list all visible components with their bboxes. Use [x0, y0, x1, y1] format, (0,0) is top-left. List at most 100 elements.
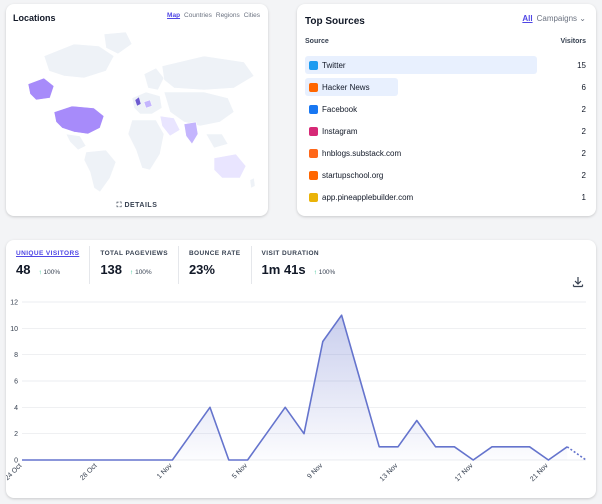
map-region-southeast-asia[interactable] — [205, 133, 229, 149]
stat-change: ↑ 100% — [130, 269, 152, 276]
y-tick-label: 0 — [14, 458, 18, 465]
pineapple-icon — [309, 192, 318, 202]
map-region-middle-east[interactable] — [159, 115, 181, 137]
series-line-incomplete — [566, 446, 587, 461]
locations-card: Locations Map Countries Regions Cities — [6, 4, 268, 216]
x-tick-label: 24 Oct — [6, 462, 23, 482]
map-region-asia[interactable] — [163, 91, 235, 127]
download-icon[interactable] — [572, 276, 584, 288]
arrow-up-icon: ↑ — [130, 269, 136, 276]
startupschool-icon — [309, 170, 318, 180]
map-region-mexico[interactable] — [65, 133, 87, 151]
map-region-new-zealand[interactable] — [249, 177, 256, 189]
chevron-down-icon: ⌄ — [579, 14, 586, 23]
source-visitors: 1 — [581, 192, 586, 202]
hacker-news-icon — [309, 82, 318, 92]
stat-value: 23% — [188, 262, 215, 277]
stat-total-pageviews[interactable]: TOTAL PAGEVIEWS 138 ↑ 100% — [90, 246, 179, 284]
map-region-germany[interactable] — [143, 99, 153, 109]
source-row[interactable]: Instagram 2 — [305, 120, 586, 142]
map-region-usa[interactable] — [53, 105, 105, 135]
tab-map[interactable]: Map — [167, 12, 181, 19]
locations-tabs: Map Countries Regions Cities — [167, 12, 260, 19]
y-tick-label: 12 — [10, 300, 18, 307]
details-button[interactable]: ⛶ DETAILS — [116, 202, 158, 209]
y-tick-label: 10 — [10, 326, 18, 333]
stat-label: UNIQUE VISITORS — [16, 250, 80, 257]
sources-filter: All Campaigns ⌄ — [522, 14, 586, 23]
stats-bar: UNIQUE VISITORS 48 ↑ 100% TOTAL PAGEVIEWS 13… — [6, 240, 345, 284]
arrow-up-icon: ↑ — [38, 269, 44, 276]
world-map[interactable] — [14, 26, 260, 196]
expand-icon: ⛶ — [116, 202, 125, 209]
map-region-greenland[interactable] — [103, 31, 133, 55]
source-row[interactable]: hnblogs.substack.com 2 — [305, 142, 586, 164]
source-row[interactable]: app.pineapplebuilder.com 1 — [305, 186, 586, 208]
source-name[interactable]: Hacker News — [322, 82, 370, 92]
x-tick-label: 28 Oct — [79, 462, 99, 482]
source-name[interactable]: app.pineapplebuilder.com — [322, 192, 414, 202]
source-name[interactable]: hnblogs.substack.com — [322, 148, 402, 158]
source-row[interactable]: Hacker News 6 — [305, 76, 586, 98]
series-line — [22, 314, 568, 461]
stat-label: VISIT DURATION — [261, 250, 320, 257]
source-label: hnblogs.substack.com — [305, 148, 402, 158]
map-region-africa[interactable] — [127, 119, 165, 171]
y-tick-label: 4 — [14, 405, 18, 412]
source-name[interactable]: Twitter — [322, 60, 346, 70]
y-tick-label: 2 — [14, 431, 18, 438]
stat-bounce-rate[interactable]: BOUNCE RATE 23% — [179, 246, 252, 284]
stat-unique-visitors[interactable]: UNIQUE VISITORS 48 ↑ 100% — [6, 246, 91, 284]
source-name[interactable]: Facebook — [322, 104, 358, 114]
source-row[interactable]: Facebook 2 — [305, 98, 586, 120]
source-row[interactable]: startupschool.org 2 — [305, 164, 586, 186]
map-region-russia[interactable] — [161, 55, 255, 91]
source-visitors: 2 — [581, 126, 586, 136]
source-name[interactable]: startupschool.org — [322, 170, 384, 180]
map-region-uk[interactable] — [134, 96, 142, 107]
source-label: Facebook — [305, 104, 358, 114]
instagram-icon — [309, 126, 318, 136]
filter-campaigns[interactable]: Campaigns ⌄ — [536, 14, 586, 23]
y-tick-label: 6 — [14, 379, 18, 386]
source-name[interactable]: Instagram — [322, 126, 358, 136]
facebook-icon — [309, 104, 318, 114]
source-row[interactable]: Twitter 15 — [305, 54, 586, 76]
tab-regions[interactable]: Regions — [215, 12, 240, 19]
tab-cities[interactable]: Cities — [243, 12, 260, 19]
source-label: app.pineapplebuilder.com — [305, 192, 414, 202]
source-visitors: 15 — [577, 60, 586, 70]
x-tick-label: 5 Nov — [231, 462, 249, 480]
filter-all[interactable]: All — [522, 14, 533, 23]
map-region-scandinavia[interactable] — [143, 67, 165, 91]
source-label: Instagram — [305, 126, 358, 136]
stat-change: ↑ 100% — [38, 269, 61, 276]
stat-value: 138 — [100, 262, 123, 277]
visitors-chart-card: UNIQUE VISITORS 48 ↑ 100% TOTAL PAGEVIEWS 13… — [6, 240, 596, 498]
map-region-alaska[interactable] — [27, 77, 55, 101]
map-region-canada[interactable] — [43, 43, 115, 79]
x-tick-label: 13 Nov — [379, 462, 400, 483]
chart-area — [22, 315, 568, 460]
stat-visit-duration[interactable]: VISIT DURATION 1m 41s ↑ 100% — [252, 246, 346, 284]
stat-label: BOUNCE RATE — [188, 250, 241, 257]
source-visitors: 2 — [581, 148, 586, 158]
stat-value: 1m 41s — [261, 262, 306, 277]
substack-icon — [309, 148, 318, 158]
map-region-south-america[interactable] — [83, 149, 117, 193]
sources-header: Source Visitors — [305, 38, 586, 45]
x-tick-label: 1 Nov — [156, 462, 174, 480]
source-visitors: 6 — [581, 82, 586, 92]
tab-countries[interactable]: Countries — [184, 12, 212, 19]
map-region-india[interactable] — [183, 121, 199, 145]
source-label: Twitter — [305, 60, 346, 70]
sources-list: Twitter 15 Hacker News 6 Facebook 2 Instagram 2… — [305, 54, 586, 208]
source-column-header: Source — [305, 38, 329, 45]
visitors-line-chart[interactable]: 0 2 4 6 8 10 12 24 Oct 28 Oct 1 Nov 5 Nov 9 Nov 13 N… — [6, 296, 596, 496]
stat-label: TOTAL PAGEVIEWS — [100, 250, 168, 257]
map-region-australia[interactable] — [213, 153, 247, 179]
twitter-icon — [309, 60, 318, 70]
y-tick-label: 8 — [14, 352, 18, 359]
source-label: startupschool.org — [305, 170, 384, 180]
visitors-column-header: Visitors — [560, 38, 586, 45]
